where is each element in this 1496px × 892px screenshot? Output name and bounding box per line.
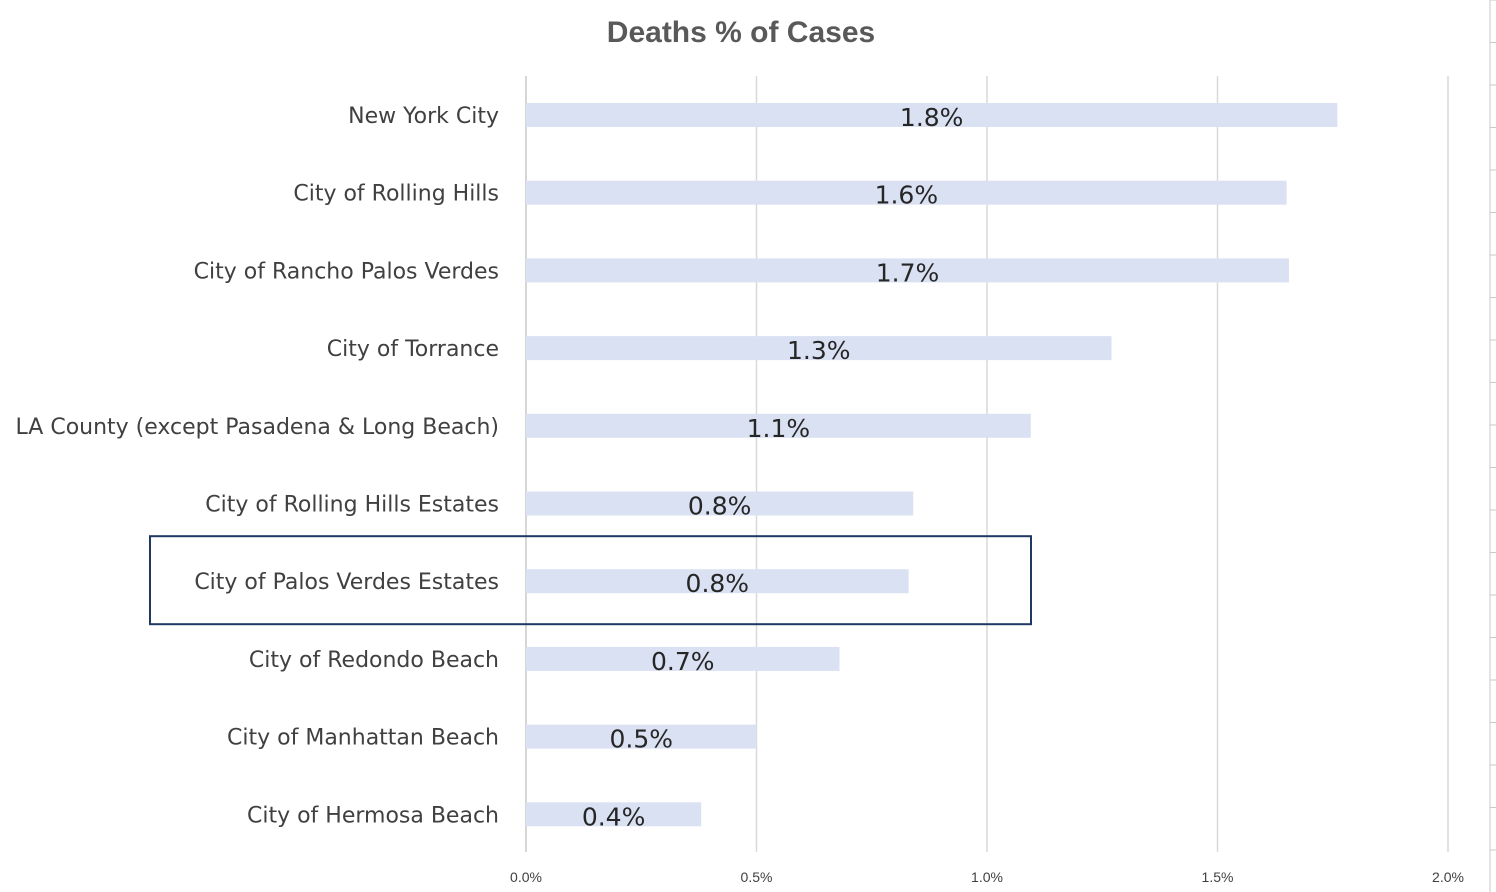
category-label: City of Rolling Hills Estates (205, 493, 499, 518)
category-label: City of Hermosa Beach (247, 803, 499, 828)
gridlines (525, 76, 1449, 852)
data-label: 1.8% (900, 103, 964, 132)
x-tick-label: 0.0% (510, 869, 542, 885)
bar (526, 180, 1287, 205)
bar (526, 103, 1338, 127)
bar (526, 646, 840, 671)
data-label: 0.5% (609, 725, 673, 754)
x-axis-tick-labels: 0.0% 0.5% 1.0% 1.5% 2.0% (510, 869, 1464, 885)
data-label: 0.8% (686, 569, 750, 598)
category-label: City of Rolling Hills (293, 182, 499, 207)
category-label: New York City (348, 104, 499, 129)
bars (526, 103, 1338, 827)
highlight-box (149, 535, 1032, 626)
bar (526, 336, 1112, 361)
category-label: City of Palos Verdes Estates (194, 570, 499, 595)
right-edge-decoration (1489, 0, 1496, 892)
highlight-layer (149, 535, 1032, 626)
category-label: City of Redondo Beach (249, 648, 499, 673)
data-label: 1.1% (747, 414, 811, 443)
data-label: 1.7% (876, 258, 940, 287)
data-label: 0.7% (651, 647, 715, 676)
data-label: 1.3% (787, 336, 851, 365)
category-label: City of Torrance (327, 337, 499, 362)
x-tick-label: 2.0% (1432, 869, 1464, 885)
bar (526, 413, 1031, 438)
bar (526, 569, 909, 594)
bar (526, 724, 757, 749)
bar (526, 258, 1289, 283)
category-labels: New York City City of Rolling Hills City o… (16, 104, 499, 828)
chart-title: Deaths % of Cases (607, 16, 875, 49)
data-labels: 1.8% 1.6% 1.7% 1.3% 1.1% 0.8% 0.8% 0.7% 0.5% 0.4% (582, 103, 964, 831)
bar (526, 491, 914, 516)
x-tick-label: 1.5% (1202, 869, 1234, 885)
data-label: 1.6% (875, 181, 939, 210)
category-label: LA County (except Pasadena & Long Beach) (16, 415, 499, 440)
data-label: 0.8% (688, 492, 752, 521)
category-label: City of Manhattan Beach (227, 726, 499, 751)
bar (526, 802, 702, 827)
data-label: 0.4% (582, 802, 646, 831)
category-label: City of Rancho Palos Verdes (194, 259, 499, 284)
x-tick-label: 0.5% (741, 869, 773, 885)
x-tick-label: 1.0% (971, 869, 1003, 885)
